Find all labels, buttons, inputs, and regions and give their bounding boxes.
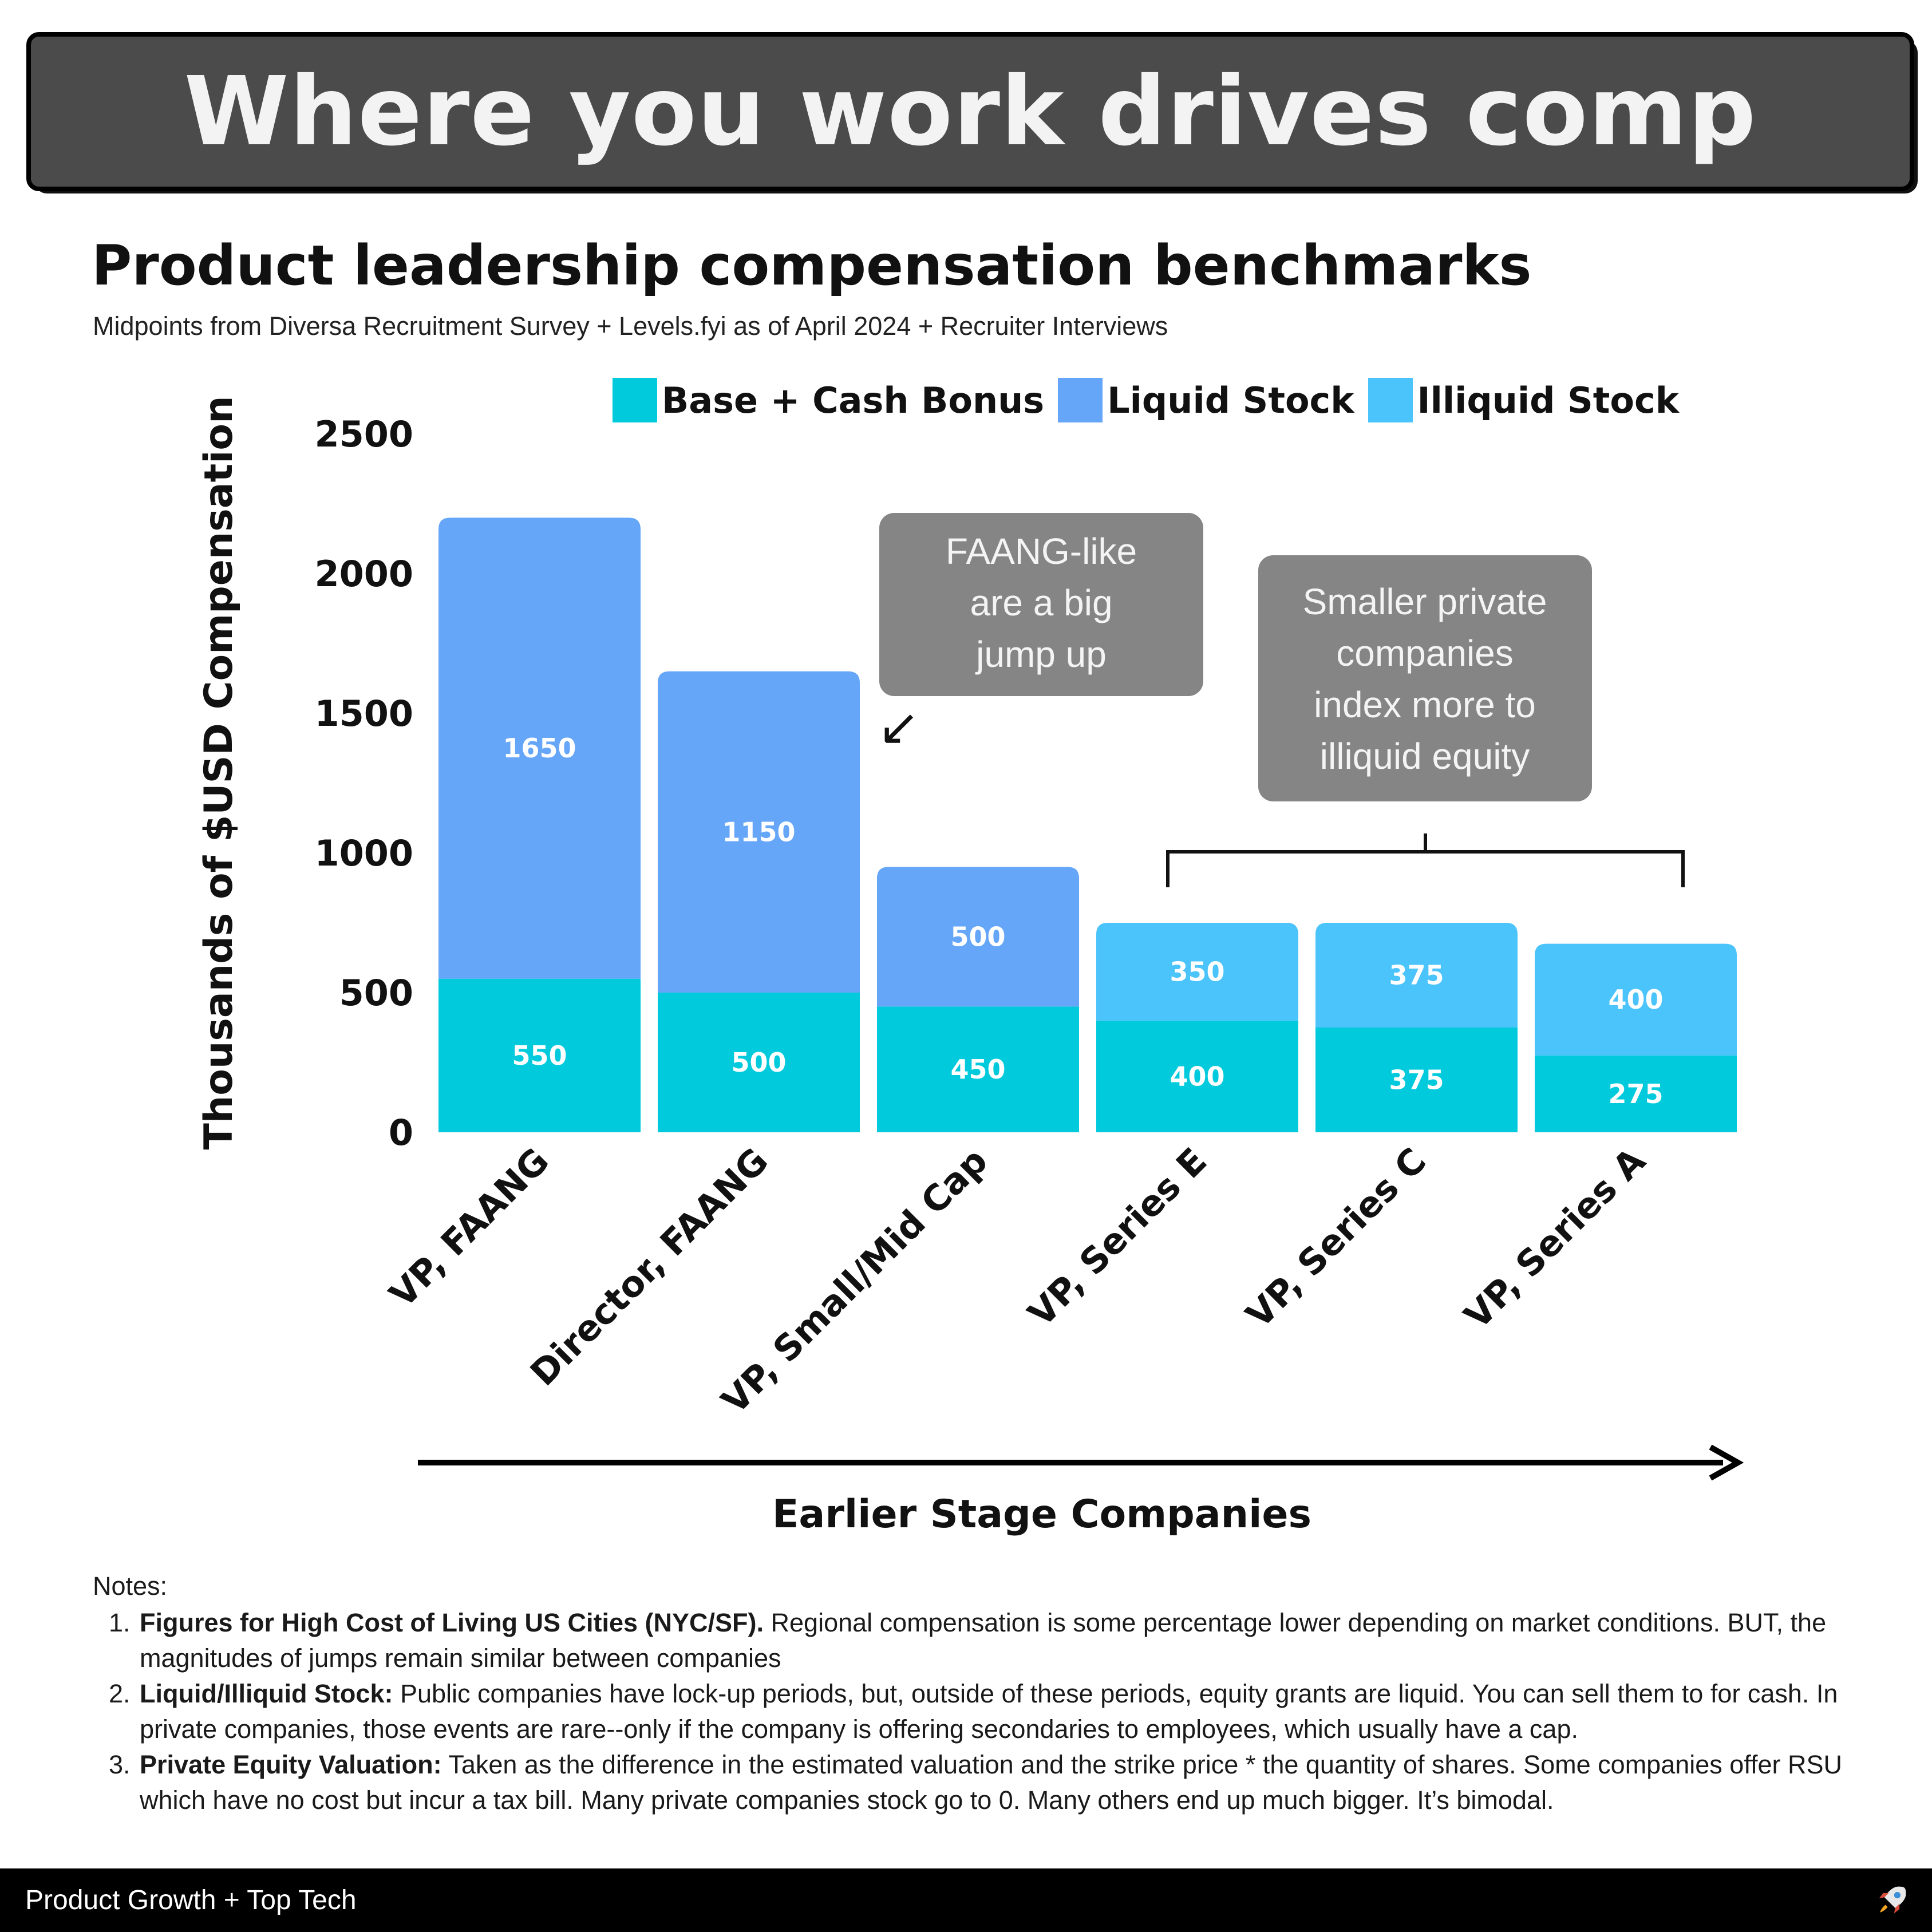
data-label-vp-faang-base-cash-bonus: 550 bbox=[512, 1040, 567, 1071]
note-3-bold: Private Equity Valuation: bbox=[140, 1750, 442, 1779]
note-item-3: Private Equity Valuation: Taken as the d… bbox=[137, 1747, 1879, 1818]
bar-segment-director-faang-liquid-stock bbox=[658, 671, 860, 993]
legend-item-liquid-stock: Liquid Stock bbox=[1058, 378, 1354, 422]
data-label-vp-series-c-illiquid-stock: 375 bbox=[1389, 960, 1444, 991]
note-item-1: Figures for High Cost of Living US Citie… bbox=[137, 1605, 1879, 1676]
x-tick-label-vp-faang: VP, FAANG bbox=[381, 1140, 557, 1315]
note-item-2: Liquid/Illiquid Stock: Public companies … bbox=[137, 1676, 1879, 1747]
rocket-icon bbox=[1879, 1886, 1906, 1913]
y-tick-label-0: 0 bbox=[389, 1112, 413, 1153]
bar-segment-vp-faang-base-cash-bonus bbox=[438, 978, 641, 1132]
footer-bar: Product Growth + Top Tech bbox=[0, 1868, 1932, 1932]
bar-group-vp-series-c: 375 375 bbox=[1315, 923, 1518, 1132]
data-label-vp-series-e-base-cash-bonus: 400 bbox=[1170, 1061, 1224, 1092]
legend-label-base-cash: Base + Cash Bonus bbox=[662, 379, 1045, 421]
bar-group-vp-series-e: 400 350 bbox=[1096, 923, 1298, 1132]
note-2-text: Public companies have lock-up periods, b… bbox=[140, 1679, 1838, 1744]
legend-swatch-liquid-stock bbox=[1058, 378, 1103, 422]
bar-group-vp-faang: 550 1650 bbox=[438, 517, 641, 1132]
data-label-director-faang-base-cash-bonus: 500 bbox=[731, 1047, 786, 1078]
y-axis-title: Thousands of $USD Compensation bbox=[196, 396, 242, 1149]
x-tick-label-vp-series-c: VP, Series C bbox=[1238, 1140, 1434, 1336]
bar-segment-vp-series-a-base-cash-bonus bbox=[1535, 1055, 1737, 1132]
note-1-bold: Figures for High Cost of Living US Citie… bbox=[140, 1608, 764, 1637]
data-label-vp-series-e-illiquid-stock: 350 bbox=[1170, 956, 1224, 987]
data-label-vp-series-a-illiquid-stock: 400 bbox=[1608, 984, 1663, 1015]
annot-private-text-line-1: Smaller private bbox=[1303, 581, 1547, 622]
annot-faang-text-line-3: jump up bbox=[975, 634, 1107, 675]
notes-list: Figures for High Cost of Living US Citie… bbox=[93, 1605, 1879, 1818]
annotation-faang-box bbox=[879, 513, 1203, 696]
annot-faang-text-line-1: FAANG-like bbox=[946, 531, 1137, 572]
notes-section: Notes: Figures for High Cost of Living U… bbox=[93, 1568, 1879, 1818]
data-label-vp-small-mid-cap-base-cash-bonus: 450 bbox=[950, 1054, 1005, 1085]
x-axis-arrow-head bbox=[1709, 1444, 1744, 1481]
data-label-vp-series-c-base-cash-bonus: 375 bbox=[1389, 1065, 1444, 1096]
bar-segment-vp-series-c-base-cash-bonus bbox=[1315, 1028, 1518, 1132]
chart-legend: Base + Cash Bonus Liquid Stock Illiquid … bbox=[613, 378, 1693, 422]
annot-private-text-line-4: illiquid equity bbox=[1320, 736, 1530, 777]
legend-item-base-cash: Base + Cash Bonus bbox=[613, 378, 1044, 422]
legend-item-illiquid-stock: Illiquid Stock bbox=[1368, 378, 1679, 422]
x-tick-label-vp-series-e: VP, Series E bbox=[1020, 1140, 1215, 1335]
annotation-faang-text: FAANG-like are a big jump up bbox=[946, 531, 1137, 675]
bar-group-director-faang: 500 1150 bbox=[658, 671, 860, 1132]
x-tick-label-vp-series-a: VP, Series A bbox=[1456, 1140, 1654, 1337]
bar-segment-vp-small-mid-cap-liquid-stock bbox=[877, 867, 1079, 1007]
annotation-faang: FAANG-like are a big jump up ↙ bbox=[878, 513, 1203, 756]
y-tick-label-2000: 2000 bbox=[314, 553, 413, 595]
title-banner: Where you work drives comp bbox=[26, 32, 1914, 191]
bar-group-vp-small-mid-cap: 450 500 bbox=[877, 867, 1079, 1132]
chart-title: Product leadership compensation benchmar… bbox=[92, 234, 1532, 298]
annot-faang-text-line-2: are a big bbox=[970, 582, 1112, 623]
x-axis-title: Earlier Stage Companies bbox=[772, 1492, 1311, 1537]
bars: 550 1650 500 1150 450 500 400 350 375 375 275 400 bbox=[438, 517, 1737, 1132]
bar-group-vp-series-a: 275 400 bbox=[1535, 943, 1737, 1132]
banner-title: Where you work drives comp bbox=[184, 56, 1757, 167]
bar-segment-director-faang-base-cash-bonus bbox=[658, 993, 860, 1132]
annotation-arrow-icon: ↙ bbox=[878, 697, 920, 756]
y-axis: 0 500 1000 1500 2000 2500 bbox=[314, 413, 413, 1153]
footer-label: Product Growth + Top Tech bbox=[25, 1885, 357, 1915]
y-tick-label-1000: 1000 bbox=[314, 832, 413, 874]
chart-subtitle: Midpoints from Diversa Recruitment Surve… bbox=[93, 311, 1168, 341]
notes-heading: Notes: bbox=[93, 1571, 168, 1601]
stacked-bar-chart: 0 500 1000 1500 2000 2500 550 1650 500 1150 450 50… bbox=[196, 396, 1744, 1537]
annot-private-text-line-2: companies bbox=[1336, 633, 1514, 674]
data-label-vp-faang-liquid-stock: 1650 bbox=[503, 733, 576, 764]
x-tick-label-director-faang: Director, FAANG bbox=[522, 1140, 776, 1394]
legend-swatch-base-cash bbox=[613, 378, 657, 422]
legend-swatch-illiquid-stock bbox=[1368, 378, 1413, 422]
y-tick-label-500: 500 bbox=[339, 972, 413, 1014]
annotation-private-text: Smaller private companies index more to ill… bbox=[1303, 581, 1547, 777]
legend-label-illiquid-stock: Illiquid Stock bbox=[1417, 379, 1679, 421]
data-label-vp-small-mid-cap-liquid-stock: 500 bbox=[950, 921, 1005, 952]
note-3-text: Taken as the difference in the estimated… bbox=[140, 1750, 1843, 1815]
bar-segment-vp-series-e-illiquid-stock bbox=[1096, 923, 1298, 1021]
legend-label-liquid-stock: Liquid Stock bbox=[1107, 379, 1354, 421]
note-1-text: Regional compensation is some percentage… bbox=[140, 1608, 1827, 1673]
annotation-private-box bbox=[1258, 555, 1592, 801]
bar-segment-vp-faang-liquid-stock bbox=[438, 517, 641, 979]
bar-segment-vp-small-mid-cap-base-cash-bonus bbox=[877, 1006, 1079, 1132]
bar-segment-vp-series-a-illiquid-stock bbox=[1535, 943, 1737, 1056]
y-tick-label-2500: 2500 bbox=[314, 413, 413, 455]
note-2-bold: Liquid/Illiquid Stock: bbox=[140, 1679, 393, 1708]
bar-segment-vp-series-c-illiquid-stock bbox=[1315, 923, 1518, 1028]
annotation-bracket bbox=[1166, 833, 1685, 887]
x-axis-arrow bbox=[418, 1444, 1744, 1481]
data-label-director-faang-liquid-stock: 1150 bbox=[722, 816, 795, 847]
annotation-private: Smaller private companies index more to ill… bbox=[1166, 555, 1685, 887]
bar-segment-vp-series-e-base-cash-bonus bbox=[1096, 1020, 1298, 1132]
y-tick-label-1500: 1500 bbox=[314, 693, 413, 734]
data-label-vp-series-a-base-cash-bonus: 275 bbox=[1608, 1078, 1663, 1109]
annot-private-text-line-3: index more to bbox=[1314, 684, 1536, 725]
